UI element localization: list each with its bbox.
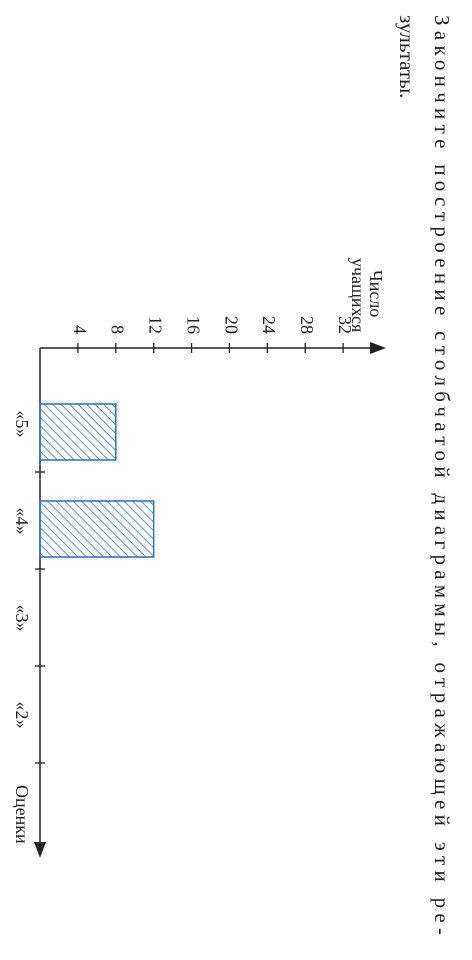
y-tick-label: 16	[183, 316, 203, 334]
x-tick-label: «5»	[12, 411, 32, 438]
y-tick-label: 32	[335, 316, 355, 334]
instruction-line: зультаты.	[395, 15, 419, 98]
y-tick-label: 8	[108, 325, 128, 334]
y-tick-label: 20	[221, 316, 241, 334]
instruction-line: Закончите построение столбчатой диаграмм…	[430, 15, 454, 935]
x-axis-arrow	[34, 842, 46, 858]
y-tick-label: 28	[297, 316, 317, 334]
x-tick-label: «4»	[12, 508, 32, 535]
bar	[39, 500, 155, 558]
y-axis-label: Число	[366, 270, 386, 317]
y-axis-label: учащихся	[348, 258, 368, 332]
bar	[39, 403, 117, 461]
y-axis-arrow	[370, 342, 386, 354]
y-tick-label: 12	[146, 316, 166, 334]
x-tick-label: «3»	[12, 605, 32, 632]
rotated-page: Закончите построение столбчатой диаграмм…	[12, 15, 454, 935]
x-tick-label: «2»	[12, 702, 32, 729]
y-tick-label: 24	[259, 316, 279, 334]
x-axis-label: Оценки	[12, 785, 32, 844]
y-tick-label: 4	[70, 325, 90, 334]
